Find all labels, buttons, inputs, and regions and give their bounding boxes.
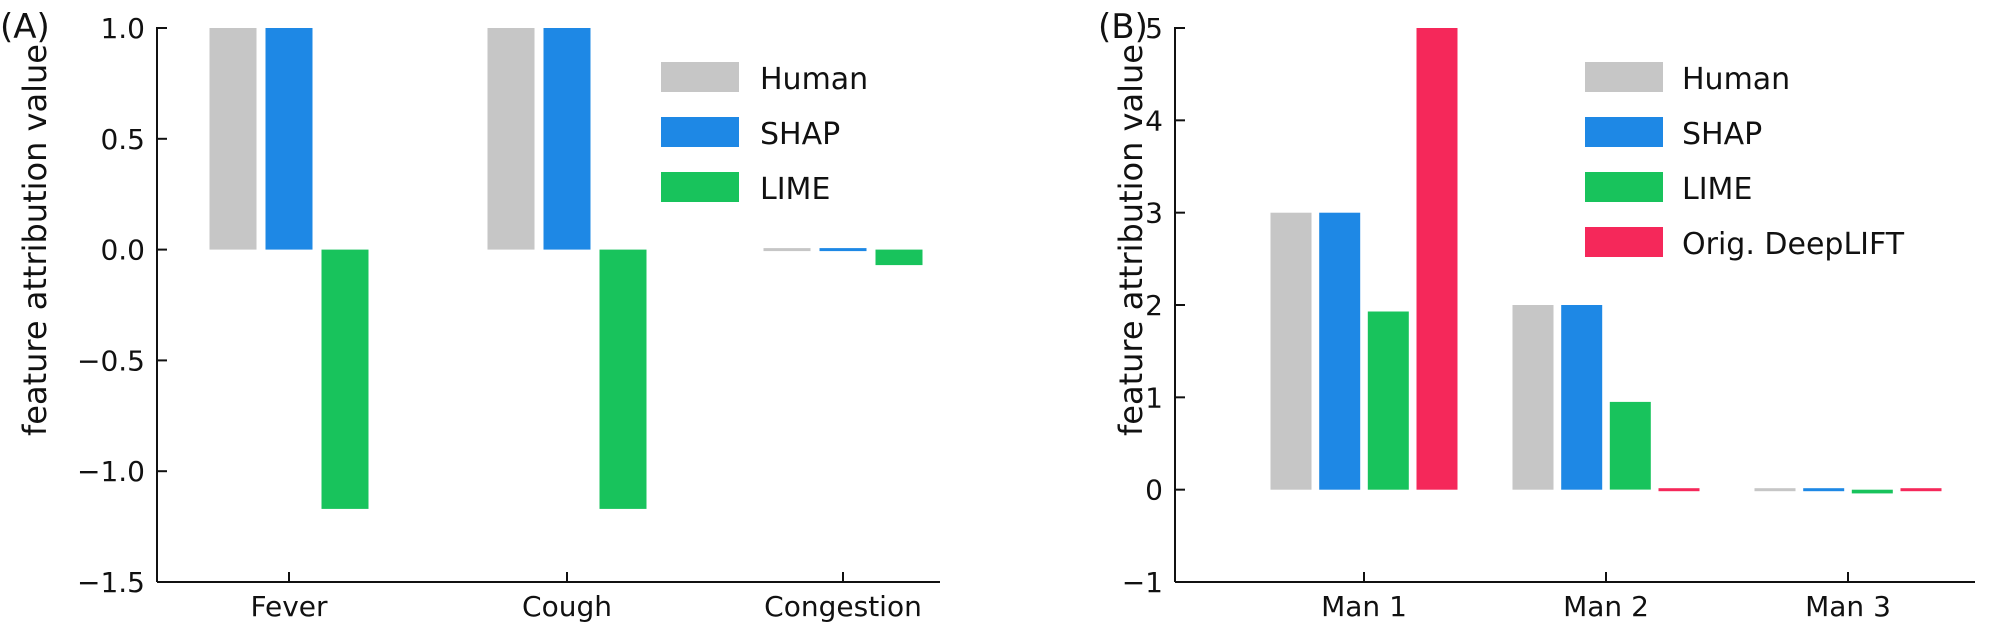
legend-label-a-2: LIME	[760, 172, 830, 207]
bar-a-s0-c1	[487, 28, 535, 250]
y-tick-label-b-5: 0	[1145, 474, 1163, 507]
y-tick-label-a-2: 0.0	[100, 234, 145, 267]
bar-a-s0-c2	[763, 248, 811, 252]
legend-label-b-1: SHAP	[1682, 117, 1762, 152]
bar-b-s1-c0	[1319, 212, 1361, 490]
legend-swatch-b-2	[1585, 172, 1663, 202]
bar-b-s1-c2	[1803, 488, 1845, 492]
bar-a-s2-c0	[321, 249, 369, 509]
legend-label-b-0: Human	[1682, 62, 1790, 97]
y-tick-label-b-6: −1	[1122, 566, 1163, 599]
bar-b-s2-c0	[1367, 311, 1409, 490]
category-label-a-0: Fever	[250, 590, 328, 623]
y-tick-label-a-3: −0.5	[77, 344, 145, 377]
y-tick-label-b-4: 1	[1145, 381, 1163, 414]
bar-b-s0-c2	[1754, 488, 1796, 492]
legend-label-a-0: Human	[760, 62, 868, 97]
y-tick-label-a-1: 0.5	[100, 123, 145, 156]
category-label-b-0: Man 1	[1321, 590, 1407, 623]
y-axis-title-b: feature attribution value	[1112, 44, 1150, 436]
bar-a-s2-c2	[875, 249, 923, 266]
bar-a-s2-c1	[599, 249, 647, 509]
bar-b-s3-c2	[1900, 488, 1942, 492]
panel-label-a: (A)	[0, 7, 50, 47]
bar-b-s2-c1	[1609, 401, 1651, 490]
category-label-a-2: Congestion	[764, 590, 922, 623]
legend-label-a-1: SHAP	[760, 117, 840, 152]
y-tick-label-b-1: 4	[1145, 104, 1163, 137]
legend-swatch-b-0	[1585, 62, 1663, 92]
panel-b-plot: 5 4 3 2 1 0 −1 Man 1 Man 2 Man 3 Human SHAP LIME Orig…	[1122, 12, 1975, 623]
bar-b-s0-c1	[1512, 305, 1554, 490]
legend-label-b-3: Orig. DeepLIFT	[1682, 227, 1905, 262]
bar-b-s2-c2	[1851, 489, 1893, 494]
bar-b-s1-c1	[1561, 305, 1603, 490]
bar-b-s3-c1	[1658, 488, 1700, 492]
category-label-b-1: Man 2	[1563, 590, 1649, 623]
bar-b-s0-c0	[1270, 212, 1312, 490]
y-tick-label-a-4: −1.0	[77, 455, 145, 488]
bar-a-s1-c0	[265, 28, 313, 250]
panel-label-b: (B)	[1098, 7, 1148, 47]
bar-a-s0-c0	[209, 28, 257, 250]
panel-a-plot: 1.0 0.5 0.0 −0.5 −1.0 −1.5 Fever Cough Congestio…	[77, 12, 940, 623]
bar-a-s1-c1	[543, 28, 591, 250]
legend-swatch-a-0	[661, 62, 739, 92]
legend-swatch-a-2	[661, 172, 739, 202]
y-tick-label-b-2: 3	[1145, 197, 1163, 230]
y-tick-label-b-3: 2	[1145, 289, 1163, 322]
y-axis-title-a: feature attribution value	[16, 44, 54, 436]
category-label-b-2: Man 3	[1805, 590, 1891, 623]
bar-a-s1-c2	[819, 248, 867, 252]
legend-swatch-a-1	[661, 117, 739, 147]
y-tick-label-a-5: −1.5	[77, 566, 145, 599]
category-label-a-1: Cough	[522, 590, 612, 623]
legend-label-b-2: LIME	[1682, 172, 1752, 207]
legend-swatch-b-1	[1585, 117, 1663, 147]
y-tick-label-a-0: 1.0	[100, 12, 145, 45]
y-tick-label-b-0: 5	[1145, 12, 1163, 45]
legend-swatch-b-3	[1585, 227, 1663, 257]
bar-b-s3-c0	[1416, 28, 1458, 490]
